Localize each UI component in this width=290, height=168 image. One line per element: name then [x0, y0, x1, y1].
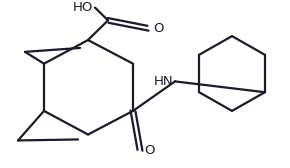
Text: HO: HO [72, 1, 93, 14]
Text: O: O [144, 144, 155, 157]
Text: HN: HN [153, 75, 173, 88]
Text: O: O [153, 22, 164, 35]
